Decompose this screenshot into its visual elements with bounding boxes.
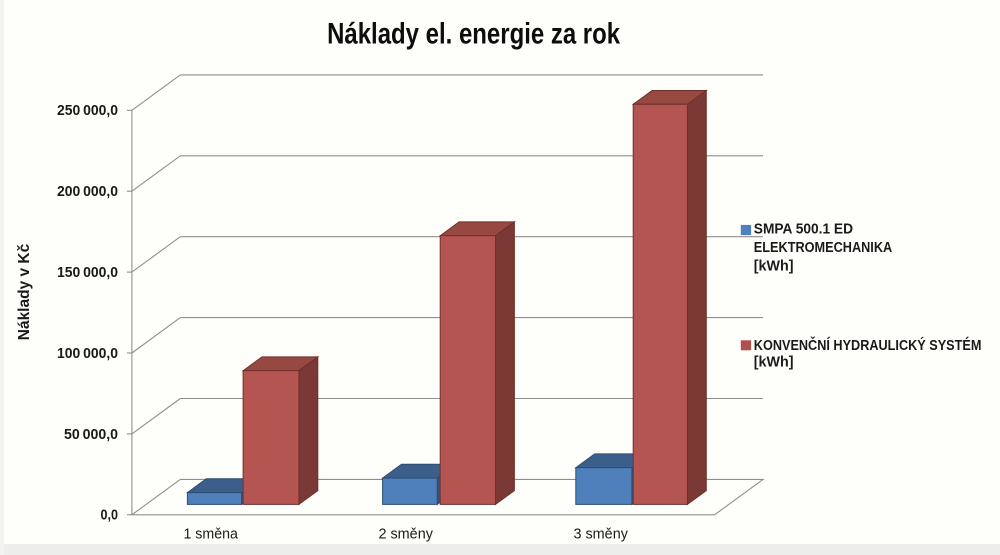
- svg-text:250 000,0: 250 000,0: [57, 102, 118, 119]
- svg-text:3 směny: 3 směny: [573, 526, 628, 543]
- svg-text:50 000,0: 50 000,0: [64, 426, 118, 443]
- svg-text:[kWh]: [kWh]: [754, 355, 794, 371]
- svg-text:Náklady v Kč: Náklady v Kč: [16, 243, 33, 340]
- svg-text:2 směny: 2 směny: [378, 526, 433, 543]
- svg-text:150 000,0: 150 000,0: [57, 264, 118, 281]
- svg-text:0,0: 0,0: [101, 507, 119, 524]
- svg-text:200 000,0: 200 000,0: [57, 183, 118, 200]
- svg-text:100 000,0: 100 000,0: [57, 345, 118, 362]
- svg-text:1 směna: 1 směna: [183, 526, 238, 543]
- svg-text:KONVENČNÍ HYDRAULICKÝ SYSTÉM: KONVENČNÍ HYDRAULICKÝ SYSTÉM: [754, 336, 982, 354]
- svg-text:ELEKTROMECHANIKA: ELEKTROMECHANIKA: [754, 240, 893, 256]
- svg-text:[kWh]: [kWh]: [754, 259, 794, 275]
- svg-text:SMPA 500.1 ED: SMPA 500.1 ED: [754, 222, 853, 238]
- svg-text:Náklady el. energie za rok: Náklady el. energie za rok: [327, 18, 620, 51]
